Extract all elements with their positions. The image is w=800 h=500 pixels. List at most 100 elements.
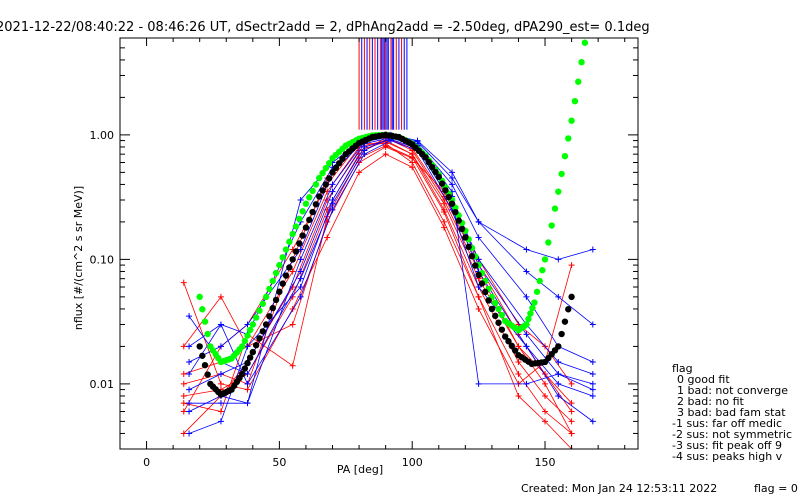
- fit-point-green: [578, 59, 585, 66]
- fit-point-black: [312, 201, 320, 208]
- data-point: [186, 386, 193, 393]
- fit-point-black: [262, 321, 270, 328]
- fit-point-green: [529, 304, 536, 312]
- created-timestamp: Created: Mon Jan 24 12:53:11 2022: [521, 482, 717, 495]
- data-point: [409, 154, 416, 161]
- fit-point-black: [282, 272, 290, 279]
- data-point: [523, 293, 530, 300]
- fit-point-black: [568, 293, 575, 301]
- data-point: [297, 196, 304, 203]
- data-point: [441, 218, 448, 225]
- fit-point-green: [325, 159, 333, 167]
- data-point: [589, 246, 596, 253]
- fit-point-green: [306, 194, 313, 201]
- fit-point-black: [276, 288, 283, 295]
- data-point: [449, 175, 456, 182]
- fit-point-green: [279, 254, 286, 261]
- fit-point-black: [279, 280, 286, 287]
- fit-point-black: [452, 208, 459, 216]
- fit-point-green: [581, 39, 589, 46]
- fit-point-green: [296, 215, 303, 223]
- data-point: [568, 408, 575, 415]
- fit-point-green: [555, 188, 562, 195]
- fit-point-green: [565, 135, 572, 142]
- fit-point-green: [575, 78, 582, 85]
- data-point: [186, 313, 193, 320]
- trace-line: [183, 137, 572, 412]
- fit-point-black: [501, 333, 509, 340]
- data-point: [217, 418, 224, 425]
- fit-point-black: [445, 193, 452, 201]
- data-point: [329, 181, 336, 188]
- data-point: [289, 321, 296, 328]
- legend-item: -4 sus: peaks high v: [672, 450, 783, 463]
- data-point: [244, 371, 251, 378]
- fit-point-black: [325, 175, 333, 182]
- fit-point-black: [329, 169, 336, 176]
- fit-point-green: [539, 266, 546, 274]
- fit-point-black: [468, 253, 476, 260]
- data-point: [217, 371, 224, 378]
- fit-point-black: [448, 200, 456, 207]
- data-point: [475, 293, 482, 300]
- data-point: [523, 268, 530, 275]
- fit-point-black: [196, 343, 203, 350]
- fit-point-black: [455, 217, 462, 224]
- fit-curves: [196, 39, 589, 398]
- fit-point-black: [292, 248, 300, 255]
- fit-point-green: [241, 337, 249, 345]
- fit-point-green: [498, 311, 506, 319]
- axis-frame: 0 50 100 150 0.01 0.10 1.00: [90, 37, 639, 469]
- fit-point-green: [238, 343, 246, 350]
- fit-point-green: [541, 256, 549, 263]
- fit-point-green: [259, 300, 266, 307]
- fit-point-black: [319, 187, 326, 194]
- y-axis-label: nflux [#/(cm^2 s sr MeV)]: [72, 186, 85, 330]
- legend-item: 1 bad: not converge: [677, 384, 788, 397]
- fit-point-black: [425, 159, 433, 166]
- fit-point-green: [299, 208, 306, 215]
- fit-point-green: [322, 164, 330, 172]
- fit-point-green: [262, 293, 270, 301]
- data-point: [180, 380, 187, 387]
- fit-point-green: [246, 326, 254, 334]
- y-tick-label: 1.00: [90, 129, 115, 142]
- fit-point-black: [482, 288, 489, 296]
- fit-point-green: [545, 239, 552, 246]
- fit-point-black: [286, 264, 293, 271]
- data-point: [523, 380, 530, 387]
- data-point: [186, 358, 193, 365]
- data-point: [589, 392, 596, 399]
- data-point: [244, 386, 251, 393]
- fit-point-green: [571, 97, 579, 105]
- fit-point-green: [312, 181, 320, 188]
- y-tick-label: 0.10: [90, 253, 115, 266]
- data-point: [297, 284, 304, 291]
- fit-point-green: [568, 117, 575, 124]
- fit-point-black: [339, 155, 346, 162]
- data-point: [449, 181, 456, 188]
- data-point: [180, 430, 187, 437]
- legend-item: -3 sus: fit peak off 9: [672, 439, 782, 452]
- data-point: [475, 380, 482, 387]
- fit-point-black: [508, 342, 516, 350]
- data-point: [555, 392, 562, 399]
- fit-point-green: [495, 305, 502, 313]
- fit-point-green: [276, 261, 283, 269]
- data-point: [589, 371, 596, 378]
- fit-point-black: [244, 359, 251, 367]
- fit-point-green: [525, 315, 532, 323]
- fit-point-black: [435, 173, 442, 181]
- fit-point-black: [296, 240, 303, 247]
- trace-line: [183, 141, 572, 434]
- data-point: [589, 418, 596, 425]
- data-point: [555, 380, 562, 387]
- data-point: [244, 343, 251, 350]
- fit-point-black: [332, 164, 340, 172]
- data-point: [297, 246, 304, 253]
- data-point: [289, 268, 296, 275]
- fit-point-black: [432, 168, 439, 176]
- fit-point-black: [238, 370, 246, 378]
- fit-point-black: [558, 330, 565, 338]
- data-point: [289, 362, 296, 369]
